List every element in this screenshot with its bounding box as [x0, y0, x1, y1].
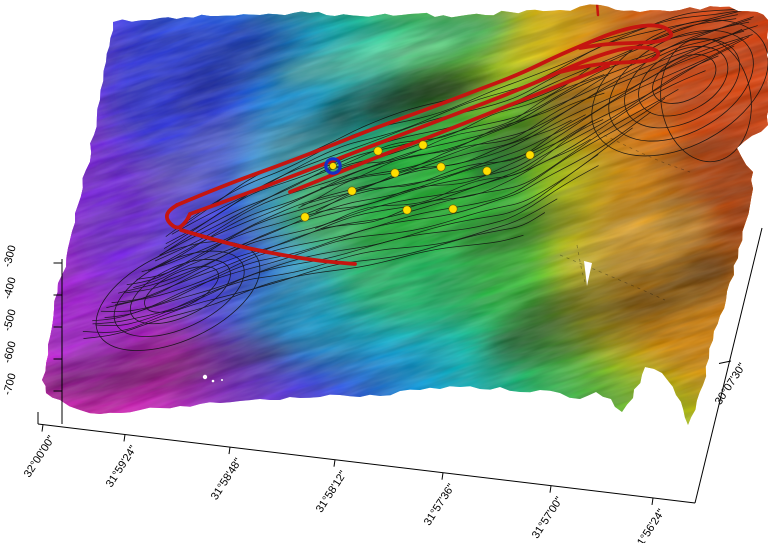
longitude-axis-tick-label: 32°00'00"	[22, 434, 58, 480]
station-dot	[347, 186, 357, 196]
longitude-axis-tick	[41, 424, 44, 432]
data-gap-artifacts	[202, 261, 592, 383]
rov-track	[164, 4, 674, 266]
longitude-axis-tick-label: 31°56'24"	[632, 507, 668, 543]
longitude-axis-tick-label: 31°57'36"	[422, 482, 458, 528]
longitude-axis-line	[37, 423, 696, 504]
highlighted-station-dot	[329, 162, 337, 170]
longitude-axis-tick	[123, 434, 126, 442]
station-markers	[300, 140, 535, 222]
ship-track-lines	[82, 8, 768, 351]
station-dot	[448, 204, 458, 214]
station-dot	[300, 212, 310, 222]
station-dot	[373, 146, 383, 156]
longitude-axis-tick-label: 31°58'12"	[314, 469, 350, 515]
highlighted-station-ring	[324, 157, 342, 175]
station-dot	[482, 166, 492, 176]
station-dot	[436, 162, 446, 172]
depth-axis-tick-label: -500	[1, 308, 18, 332]
longitude-axis-tick-label: 31°59'24"	[104, 443, 140, 489]
depth-axis-tick-label: -300	[1, 244, 18, 268]
latitude-axis-line	[694, 227, 763, 504]
axes	[37, 227, 763, 506]
latitude-axis-tick-label: 30°07'30"	[713, 361, 749, 407]
station-dot	[525, 150, 535, 160]
depth-axis-tick-label: -400	[1, 276, 18, 300]
latitude-axis-tick	[718, 360, 732, 364]
longitude-axis-tick	[651, 497, 654, 506]
longitude-axis-tick-label: 31°58'48"	[209, 456, 245, 502]
longitude-axis-tick	[441, 472, 444, 480]
station-dot	[418, 140, 428, 150]
depth-axis-tick-label: -700	[1, 372, 18, 396]
longitude-axis-tick	[228, 447, 231, 455]
depth-axis-tick-label: -600	[1, 340, 18, 364]
longitude-axis-tick	[549, 485, 552, 493]
station-dot	[402, 205, 412, 215]
longitude-axis-tick	[333, 459, 336, 467]
station-dot	[390, 168, 400, 178]
longitude-axis-tick-label: 31°57'00"	[530, 495, 566, 541]
